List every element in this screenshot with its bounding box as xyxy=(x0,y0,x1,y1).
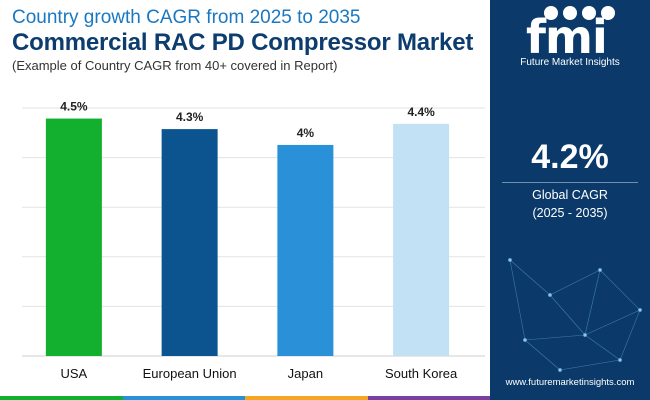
strip-segment xyxy=(367,396,490,400)
global-cagr-period: (2025 - 2035) xyxy=(532,206,608,220)
chart-header: Country growth CAGR from 2025 to 2035 Co… xyxy=(0,0,490,90)
data-label: 4% xyxy=(297,126,315,140)
bar-chart: 4.5% USA 4.3% European Union 4% Japan 4.4% Sout… xyxy=(0,90,490,390)
website-url: www.futuremarketinsights.com xyxy=(505,377,635,388)
strip-segment xyxy=(245,396,368,400)
strip-segment xyxy=(122,396,245,400)
global-cagr-label: Global CAGR xyxy=(532,188,608,202)
data-label: 4.3% xyxy=(176,110,204,124)
logo-dot-icon xyxy=(544,6,558,20)
chart-subtitle: (Example of Country CAGR from 40+ covere… xyxy=(12,58,338,73)
data-label: 4.4% xyxy=(407,105,435,119)
bar-chart-svg: 4.5% USA 4.3% European Union 4% Japan 4.4% Sout… xyxy=(22,100,485,381)
fmi-logo: fmi Future Market Insights xyxy=(490,0,650,80)
bar-south-korea xyxy=(393,123,450,356)
side-panel: fmi Future Market Insights 4.2% Global C… xyxy=(490,0,650,400)
bar-japan xyxy=(277,144,334,356)
x-tick-label: European Union xyxy=(143,366,237,381)
x-tick-label: South Korea xyxy=(385,366,458,381)
logo-text: fmi xyxy=(526,10,608,64)
logo-dot-icon xyxy=(563,6,577,20)
logo-dot-icon xyxy=(582,6,596,20)
divider xyxy=(502,182,638,183)
network-graphic xyxy=(507,257,643,373)
bottom-color-strip xyxy=(0,396,490,400)
bar-european-union xyxy=(161,129,218,356)
chart-title: Commercial RAC PD Compressor Market xyxy=(12,29,474,56)
chart-supertitle: Country growth CAGR from 2025 to 2035 xyxy=(12,7,361,28)
bar-usa xyxy=(45,118,102,356)
logo-company-name: Future Market Insights xyxy=(520,57,620,68)
data-label: 4.5% xyxy=(60,100,88,114)
logo-dot-icon xyxy=(601,6,615,20)
strip-segment xyxy=(0,396,123,400)
x-tick-label: Japan xyxy=(288,366,323,381)
global-cagr-value: 4.2% xyxy=(531,138,609,176)
x-tick-label: USA xyxy=(61,366,88,381)
logo-icons xyxy=(544,6,628,22)
